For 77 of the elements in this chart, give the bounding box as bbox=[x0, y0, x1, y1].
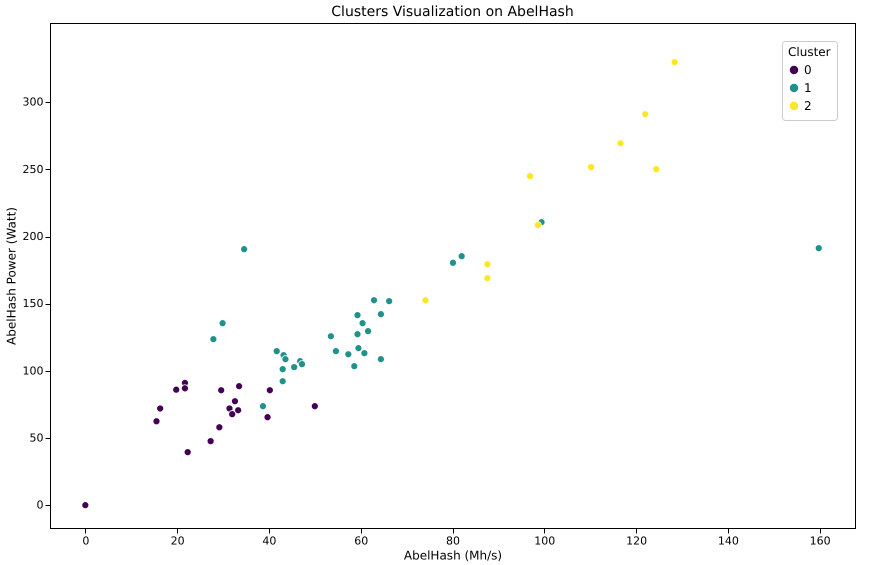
y-tick-label: 50 bbox=[30, 432, 44, 445]
point bbox=[376, 310, 385, 318]
point bbox=[215, 423, 224, 432]
legend-label: 2 bbox=[804, 99, 812, 113]
point bbox=[180, 384, 189, 392]
point bbox=[458, 252, 466, 260]
point bbox=[358, 319, 366, 328]
point bbox=[370, 296, 378, 304]
x-tick-label: 20 bbox=[170, 534, 185, 548]
point bbox=[483, 260, 492, 268]
point bbox=[282, 355, 290, 364]
x-tick-label: 120 bbox=[626, 534, 648, 548]
point bbox=[354, 311, 362, 320]
legend-label: 0 bbox=[804, 63, 812, 77]
point bbox=[272, 347, 281, 356]
point bbox=[240, 245, 248, 254]
point bbox=[670, 58, 679, 66]
point bbox=[235, 382, 244, 390]
point bbox=[421, 296, 430, 304]
point bbox=[385, 297, 394, 306]
point bbox=[587, 163, 596, 172]
point bbox=[278, 377, 287, 386]
point bbox=[326, 332, 335, 340]
point bbox=[231, 397, 239, 406]
point bbox=[641, 110, 650, 118]
y-tick-label: 200 bbox=[22, 230, 44, 244]
point bbox=[206, 437, 215, 446]
point bbox=[172, 386, 180, 394]
y-tick-label: 300 bbox=[22, 96, 44, 109]
point bbox=[350, 362, 358, 370]
legend-title: Cluster bbox=[788, 45, 831, 59]
point bbox=[209, 335, 218, 344]
point bbox=[234, 406, 242, 414]
point bbox=[290, 363, 298, 372]
point bbox=[298, 360, 306, 368]
x-axis-title: AbelHash (Mh/s) bbox=[404, 548, 502, 562]
y-axis-title: AbelHash Power (Watt) bbox=[4, 207, 19, 345]
point bbox=[218, 319, 226, 328]
point bbox=[814, 244, 823, 252]
point bbox=[483, 274, 492, 282]
point bbox=[534, 221, 542, 230]
point bbox=[526, 172, 534, 180]
x-tick-label: 60 bbox=[354, 534, 368, 548]
point bbox=[344, 350, 352, 358]
y-tick-label: 150 bbox=[22, 297, 44, 310]
point bbox=[278, 365, 287, 374]
point bbox=[616, 139, 624, 148]
point bbox=[376, 355, 385, 364]
point bbox=[217, 386, 226, 394]
point bbox=[228, 410, 236, 418]
point bbox=[156, 404, 164, 412]
x-tick-label: 160 bbox=[810, 534, 831, 548]
point bbox=[652, 165, 660, 174]
point bbox=[354, 344, 362, 352]
point bbox=[332, 347, 340, 356]
y-tick-label: 100 bbox=[22, 364, 44, 378]
point bbox=[360, 349, 368, 358]
chart-title: Clusters Visualization on AbelHash bbox=[331, 4, 574, 20]
y-tick-label: 250 bbox=[22, 162, 44, 176]
point bbox=[310, 402, 319, 410]
point bbox=[364, 327, 372, 336]
point bbox=[259, 402, 267, 410]
point bbox=[152, 417, 160, 426]
point bbox=[81, 501, 90, 510]
x-tick-label: 140 bbox=[718, 534, 739, 548]
x-tick-label: 0 bbox=[82, 534, 90, 548]
point bbox=[266, 386, 274, 394]
point bbox=[449, 258, 457, 267]
x-tick-label: 80 bbox=[446, 534, 460, 548]
point bbox=[184, 448, 192, 456]
y-tick-label: 0 bbox=[36, 498, 44, 512]
legend-label: 1 bbox=[804, 81, 812, 95]
point bbox=[354, 330, 362, 338]
point bbox=[264, 413, 272, 422]
x-tick-label: 40 bbox=[262, 534, 276, 548]
point bbox=[226, 404, 234, 412]
x-tick-label: 100 bbox=[534, 534, 556, 548]
